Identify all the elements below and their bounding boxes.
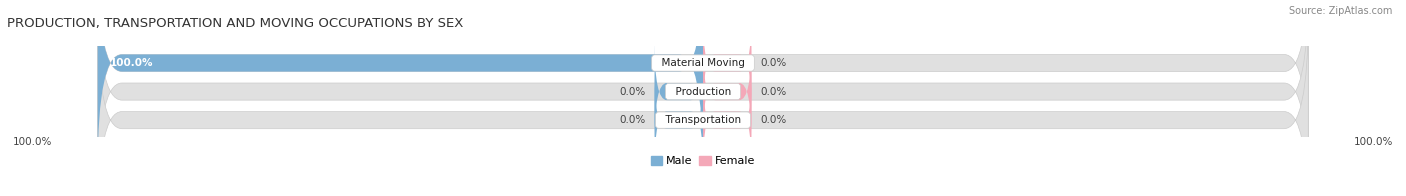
FancyBboxPatch shape [98,0,1308,169]
FancyBboxPatch shape [703,15,751,112]
Text: Production: Production [669,87,737,97]
Text: 0.0%: 0.0% [761,87,787,97]
Text: 0.0%: 0.0% [619,87,645,97]
Text: PRODUCTION, TRANSPORTATION AND MOVING OCCUPATIONS BY SEX: PRODUCTION, TRANSPORTATION AND MOVING OC… [7,17,464,30]
Text: 100.0%: 100.0% [13,137,52,147]
Text: Material Moving: Material Moving [655,58,751,68]
Text: 100.0%: 100.0% [110,58,153,68]
Text: 0.0%: 0.0% [619,115,645,125]
FancyBboxPatch shape [703,43,751,140]
Text: 0.0%: 0.0% [761,115,787,125]
FancyBboxPatch shape [98,0,703,169]
FancyBboxPatch shape [655,72,703,169]
Text: Source: ZipAtlas.com: Source: ZipAtlas.com [1288,6,1392,16]
FancyBboxPatch shape [98,15,1308,196]
Text: 100.0%: 100.0% [1354,137,1393,147]
FancyBboxPatch shape [655,43,703,140]
Legend: Male, Female: Male, Female [651,156,755,166]
FancyBboxPatch shape [98,0,1308,196]
FancyBboxPatch shape [703,72,751,169]
Text: 0.0%: 0.0% [761,58,787,68]
Text: Transportation: Transportation [658,115,748,125]
